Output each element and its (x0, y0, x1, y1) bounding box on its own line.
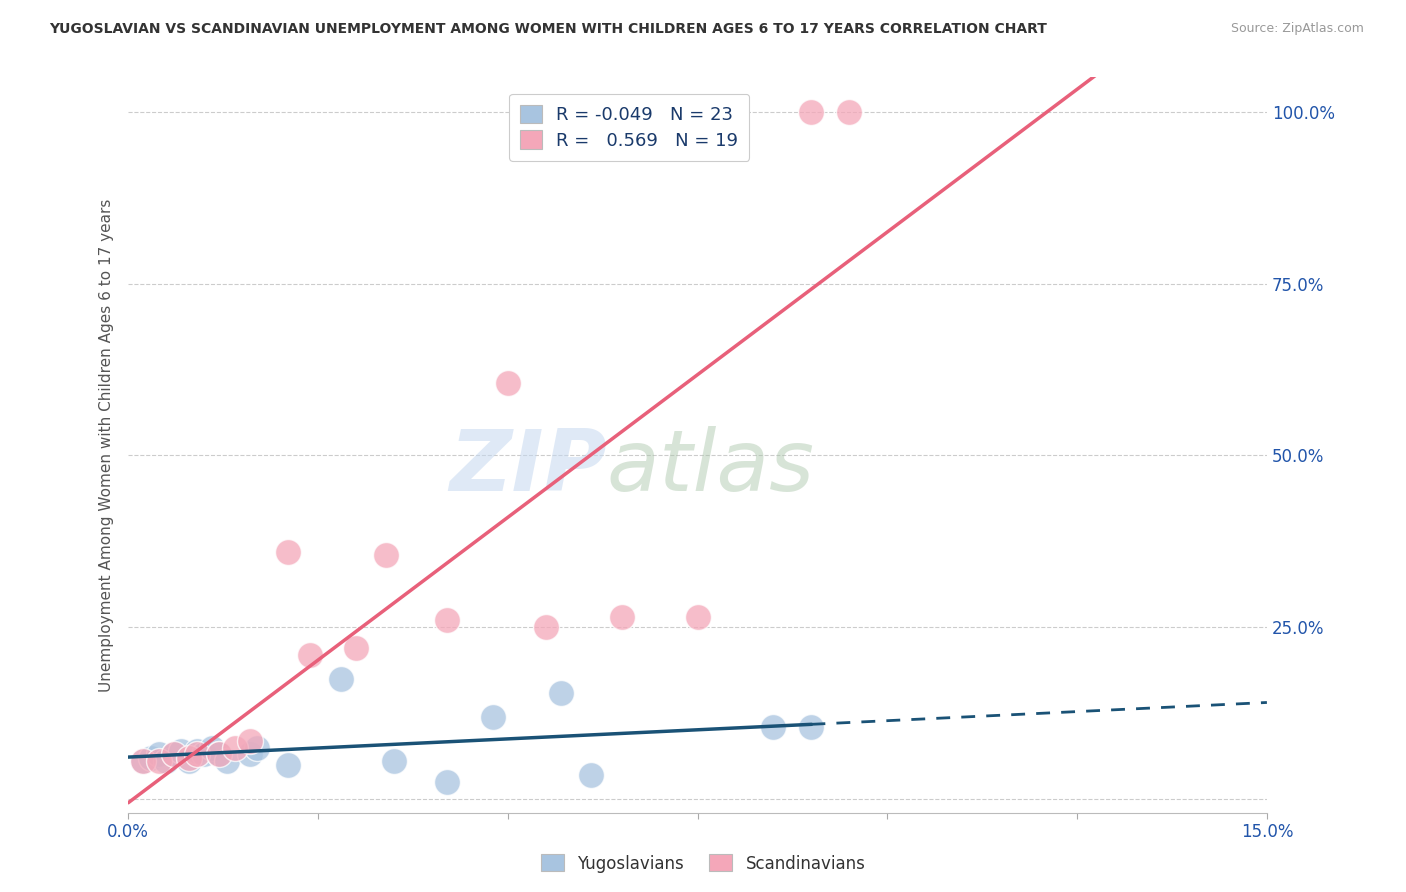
Point (382, 755, 405, 769)
Point (239, 733, 262, 747)
Legend: R = -0.049   N = 23, R =   0.569   N = 19: R = -0.049 N = 23, R = 0.569 N = 19 (509, 94, 749, 161)
Point (481, 709, 503, 723)
Point (239, 747, 262, 762)
Y-axis label: Unemployment Among Women with Children Ages 6 to 17 years: Unemployment Among Women with Children A… (100, 199, 114, 692)
Point (375, 548, 398, 562)
Point (436, 614, 458, 628)
Point (163, 747, 186, 762)
Point (193, 747, 215, 762)
Point (163, 747, 186, 762)
Point (148, 747, 170, 762)
Point (208, 747, 231, 762)
Point (170, 744, 193, 758)
Point (299, 648, 322, 662)
Point (132, 755, 155, 769)
Point (208, 747, 231, 762)
Point (534, 620, 557, 634)
Point (177, 751, 200, 765)
Point (215, 755, 238, 769)
Point (436, 775, 458, 789)
Point (148, 755, 170, 769)
Point (201, 740, 224, 755)
Point (329, 672, 352, 686)
Point (224, 740, 246, 755)
Point (139, 751, 162, 765)
Point (186, 747, 208, 762)
Point (800, 104, 823, 119)
Point (186, 744, 208, 758)
Point (610, 610, 633, 624)
Text: ZIP: ZIP (449, 425, 606, 508)
Point (581, 768, 603, 782)
Point (550, 685, 572, 699)
Text: atlas: atlas (606, 425, 814, 508)
Text: YUGOSLAVIAN VS SCANDINAVIAN UNEMPLOYMENT AMONG WOMEN WITH CHILDREN AGES 6 TO 17 : YUGOSLAVIAN VS SCANDINAVIAN UNEMPLOYMENT… (49, 22, 1047, 37)
Point (177, 755, 200, 769)
Point (277, 545, 299, 559)
Point (686, 610, 709, 624)
Point (496, 376, 519, 391)
Point (277, 757, 299, 772)
Point (344, 640, 367, 655)
Legend: Yugoslavians, Scandinavians: Yugoslavians, Scandinavians (534, 847, 872, 880)
Point (800, 720, 823, 734)
Point (762, 720, 785, 734)
Point (246, 740, 269, 755)
Point (838, 104, 860, 119)
Point (155, 755, 177, 769)
Text: Source: ZipAtlas.com: Source: ZipAtlas.com (1230, 22, 1364, 36)
Point (132, 755, 155, 769)
